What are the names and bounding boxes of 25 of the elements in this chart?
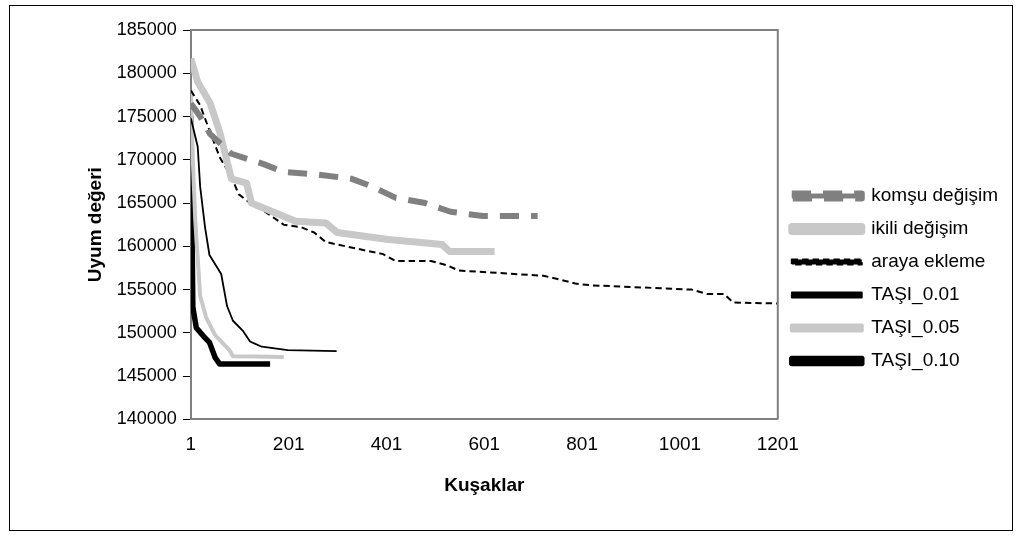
legend-label: TAŞI_0.05 bbox=[871, 316, 960, 339]
y-tick-label: 140000 bbox=[116, 408, 177, 429]
legend-label: komşu değişim bbox=[871, 184, 999, 206]
y-tick-label: 160000 bbox=[116, 235, 177, 256]
y-tick-label: 150000 bbox=[116, 321, 177, 342]
x-tick-label: 201 bbox=[272, 433, 305, 455]
x-axis-title: Kuşaklar bbox=[444, 473, 526, 495]
legend-label: TAŞI_0.01 bbox=[871, 283, 960, 306]
legend-label: TAŞI_0.10 bbox=[871, 349, 960, 372]
x-tick-label: 1 bbox=[185, 433, 197, 455]
x-tick-label: 801 bbox=[566, 433, 598, 455]
y-tick-label: 165000 bbox=[116, 192, 177, 213]
x-tick-label: 601 bbox=[468, 433, 501, 455]
x-tick-label: 1201 bbox=[756, 433, 799, 455]
y-axis-title: Uyum değeri bbox=[83, 167, 105, 283]
y-tick-label: 170000 bbox=[116, 148, 177, 169]
y-tick-label: 155000 bbox=[116, 278, 177, 299]
y-tick-label: 145000 bbox=[116, 365, 177, 386]
legend-label: araya ekleme bbox=[871, 250, 986, 272]
legend-label: ikili değişim bbox=[871, 217, 969, 239]
y-tick-label: 180000 bbox=[116, 62, 177, 83]
x-tick-label: 1001 bbox=[658, 433, 702, 455]
y-tick-label: 175000 bbox=[116, 105, 177, 126]
y-tick-label: 185000 bbox=[116, 18, 177, 39]
x-tick-label: 401 bbox=[370, 433, 403, 455]
